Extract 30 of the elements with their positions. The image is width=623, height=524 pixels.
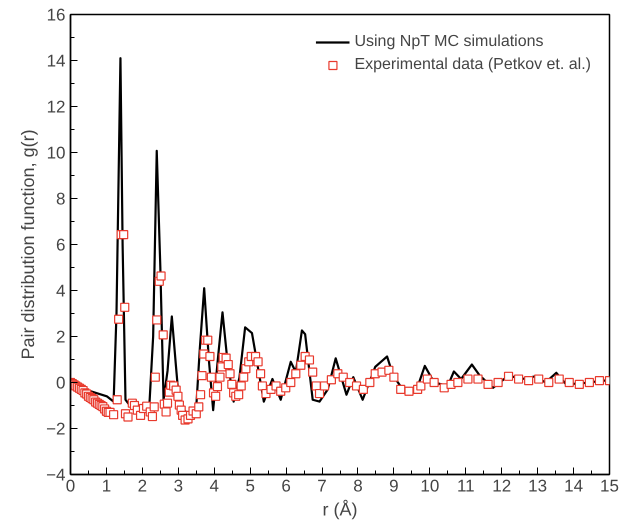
- x-tick-label: 10: [420, 476, 440, 496]
- x-tick-label: 1: [102, 476, 112, 496]
- x-tick-label: 7: [317, 476, 327, 496]
- x-tick-label: 6: [281, 476, 291, 496]
- x-tick-label: 9: [389, 476, 399, 496]
- x-tick-label: 5: [245, 476, 255, 496]
- x-tick-label: 15: [600, 476, 619, 496]
- x-tick-label: 3: [174, 476, 184, 496]
- x-tick-label: 12: [492, 476, 512, 496]
- y-tick-label: 10: [46, 144, 66, 162]
- y-tick-label: 2: [56, 328, 66, 346]
- y-tick-label: −2: [46, 420, 66, 438]
- y-axis-title: Pair distribution function, g(r): [18, 129, 38, 360]
- x-tick-label: 14: [564, 476, 584, 496]
- legend-label: Using NpT MC simulations: [354, 33, 544, 51]
- x-tick-label: 2: [138, 476, 148, 496]
- x-tick-label: 8: [353, 476, 363, 496]
- y-tick-label: 4: [56, 282, 66, 300]
- legend-label: Experimental data (Petkov et. al.): [354, 56, 591, 74]
- x-axis-title: r (Å): [322, 500, 358, 520]
- y-tick-label: −4: [46, 466, 66, 484]
- x-tick-label: 4: [210, 476, 219, 496]
- y-tick-label: 16: [46, 6, 66, 24]
- y-tick-label: 6: [56, 236, 66, 254]
- x-tick-label: 13: [528, 476, 548, 496]
- y-tick-label: 8: [56, 190, 66, 208]
- y-tick-label: 12: [46, 98, 66, 116]
- y-tick-label: 0: [56, 374, 66, 392]
- y-tick-label: 14: [46, 52, 66, 70]
- x-tick-label: 11: [456, 476, 475, 496]
